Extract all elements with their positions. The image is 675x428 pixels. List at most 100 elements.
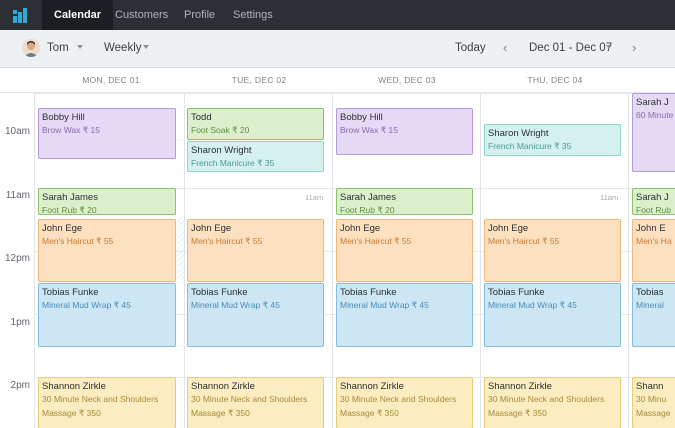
logo-bars-icon[interactable] — [10, 6, 32, 24]
appointment-client: Tobias Funke — [191, 287, 248, 298]
appointment-service: Mineral Mud Wrap ₹ 45 — [42, 300, 131, 310]
appointment-service: Men's Haircut ₹ 55 — [42, 236, 114, 246]
appointment-client: John Ege — [340, 223, 381, 234]
appointment-client: Shannon Zirkle — [488, 381, 552, 392]
calendar-toolbar: Tom Weekly Today ‹ Dec 01 - Dec 07 › — [0, 30, 675, 68]
appointment-card[interactable]: John Ege Men's Haircut ₹ 55 — [187, 219, 324, 282]
appointment-card[interactable]: Sarah J 60 Minute — [632, 93, 675, 172]
caret-down-icon[interactable] — [606, 45, 612, 49]
appointment-client: Tobias Funke — [340, 287, 397, 298]
appointment-service: Foot Rub ₹ 20 — [340, 205, 395, 215]
appointment-client: Sarah J — [636, 97, 669, 108]
appointment-service: 30 Minute Neck and Shoulders — [488, 394, 605, 404]
appointment-service: Men's Haircut ₹ 55 — [488, 236, 560, 246]
appointment-card[interactable]: Shannon Zirkle 30 Minute Neck and Should… — [336, 377, 473, 428]
appointment-service: Men's Haircut ₹ 55 — [191, 236, 263, 246]
appointment-service: Massage ₹ 350 — [340, 408, 399, 418]
appointment-card[interactable]: John E Men's Ha — [632, 219, 675, 282]
appointment-client: Todd — [191, 112, 212, 123]
appointment-card[interactable]: Tobias Mineral — [632, 283, 675, 347]
staff-select[interactable]: Tom — [47, 42, 69, 54]
hour-label-10am: 10am — [4, 126, 30, 137]
appointment-client: Tobias — [636, 287, 664, 298]
unavailable-slot — [177, 217, 186, 279]
appointment-client: Shannon Zirkle — [191, 381, 255, 392]
appointment-client: Shannon Zirkle — [340, 381, 404, 392]
calendar-grid: 10am 11am 12pm 1pm 2pm 11am 11am Bobby H… — [0, 93, 675, 428]
appointment-client: Sharon Wright — [191, 145, 252, 156]
appointment-service: French Manicure ₹ 35 — [191, 158, 275, 168]
appointment-client: Sharon Wright — [488, 128, 549, 139]
avatar[interactable] — [22, 39, 40, 57]
appointment-card[interactable]: Sharon Wright French Manicure ₹ 35 — [187, 141, 324, 172]
appointment-client: Bobby Hill — [42, 112, 85, 123]
chevron-right-icon[interactable]: › — [632, 40, 637, 55]
hour-label-1pm: 1pm — [10, 317, 30, 328]
appointment-service: Massage ₹ 350 — [191, 408, 250, 418]
appointment-card[interactable]: Bobby Hill Brow Wax ₹ 15 — [38, 108, 176, 159]
nav-profile[interactable]: Profile — [184, 9, 216, 21]
appointment-service: 30 Minute Neck and Shoulders — [42, 394, 159, 404]
day-label-tue[interactable]: TUE, DEC 02 — [231, 75, 287, 85]
appointment-card[interactable]: Sarah James Foot Rub ₹ 20 — [38, 188, 176, 215]
appointment-service: 30 Minute Neck and Shoulders — [340, 394, 457, 404]
appointment-service: Men's Ha — [636, 236, 672, 246]
appointment-service: Mineral — [636, 300, 664, 310]
hour-label-2pm: 2pm — [10, 380, 30, 391]
chevron-left-icon[interactable]: ‹ — [503, 40, 508, 55]
appointment-card[interactable]: Tobias Funke Mineral Mud Wrap ₹ 45 — [484, 283, 621, 347]
hour-label-11am: 11am — [5, 190, 30, 201]
appointment-card[interactable]: Todd Foot Soak ₹ 20 — [187, 108, 324, 140]
nav-customers[interactable]: Customers — [115, 9, 169, 21]
appointment-service: Massage ₹ 350 — [42, 408, 101, 418]
appointment-service: Men's Haircut ₹ 55 — [340, 236, 412, 246]
appointment-card[interactable]: John Ege Men's Haircut ₹ 55 — [484, 219, 621, 282]
day-label-mon[interactable]: MON, DEC 01 — [82, 75, 140, 85]
date-range-select[interactable]: Dec 01 - Dec 07 — [529, 42, 613, 54]
appointment-client: Tobias Funke — [488, 287, 545, 298]
appointment-card[interactable]: Tobias Funke Mineral Mud Wrap ₹ 45 — [38, 283, 176, 347]
appointment-card[interactable]: Bobby Hill Brow Wax ₹ 15 — [336, 108, 473, 155]
appointment-client: Bobby Hill — [340, 112, 383, 123]
appointment-card[interactable]: Tobias Funke Mineral Mud Wrap ₹ 45 — [187, 283, 324, 347]
day-label-wed[interactable]: WED, DEC 03 — [378, 75, 436, 85]
appointment-card[interactable]: Sharon Wright French Manicure ₹ 35 — [484, 124, 621, 156]
appointment-card[interactable]: Shann 30 Minu Massage — [632, 377, 675, 428]
appointment-client: John Ege — [42, 223, 83, 234]
appointment-client: John E — [636, 223, 666, 234]
nav-calendar[interactable]: Calendar — [42, 0, 114, 30]
appointment-service: Brow Wax ₹ 15 — [42, 125, 100, 135]
appointment-service: Massage ₹ 350 — [488, 408, 547, 418]
appointment-client: Sarah J — [636, 192, 669, 203]
appointment-service: 30 Minu — [636, 394, 667, 404]
appointment-client: Sarah James — [340, 192, 396, 203]
appointment-card[interactable]: John Ege Men's Haircut ₹ 55 — [38, 219, 176, 282]
today-button[interactable]: Today — [455, 42, 486, 54]
day-header: MON, DEC 01 TUE, DEC 02 WED, DEC 03 THU,… — [0, 68, 675, 93]
day-label-thu[interactable]: THU, DEC 04 — [527, 75, 583, 85]
appointment-service: Mineral Mud Wrap ₹ 45 — [191, 300, 280, 310]
appointment-client: John Ege — [488, 223, 529, 234]
appointment-card[interactable]: Shannon Zirkle 30 Minute Neck and Should… — [38, 377, 176, 428]
view-select[interactable]: Weekly — [104, 42, 142, 54]
appointment-service: 60 Minute — [636, 110, 674, 120]
appointment-service: Mineral Mud Wrap ₹ 45 — [488, 300, 577, 310]
nav-settings[interactable]: Settings — [233, 9, 273, 21]
appointment-service: Foot Rub — [636, 205, 671, 215]
appointment-client: John Ege — [191, 223, 232, 234]
appointment-client: Tobias Funke — [42, 287, 99, 298]
caret-down-icon[interactable] — [77, 45, 83, 49]
appointment-card[interactable]: Sarah James Foot Rub ₹ 20 — [336, 188, 473, 215]
appointment-service: Mineral Mud Wrap ₹ 45 — [340, 300, 429, 310]
appointment-client: Shann — [636, 381, 664, 392]
slot-time-hint: 11am — [600, 193, 619, 202]
top-nav: Calendar Customers Profile Settings — [0, 0, 675, 30]
caret-down-icon[interactable] — [143, 45, 149, 49]
appointment-card[interactable]: Shannon Zirkle 30 Minute Neck and Should… — [187, 377, 324, 428]
appointment-card[interactable]: Tobias Funke Mineral Mud Wrap ₹ 45 — [336, 283, 473, 347]
appointment-card[interactable]: Sarah J Foot Rub — [632, 188, 675, 215]
appointment-service: Massage — [636, 408, 671, 418]
appointment-card[interactable]: Shannon Zirkle 30 Minute Neck and Should… — [484, 377, 621, 428]
appointment-service: 30 Minute Neck and Shoulders — [191, 394, 308, 404]
appointment-card[interactable]: John Ege Men's Haircut ₹ 55 — [336, 219, 473, 282]
